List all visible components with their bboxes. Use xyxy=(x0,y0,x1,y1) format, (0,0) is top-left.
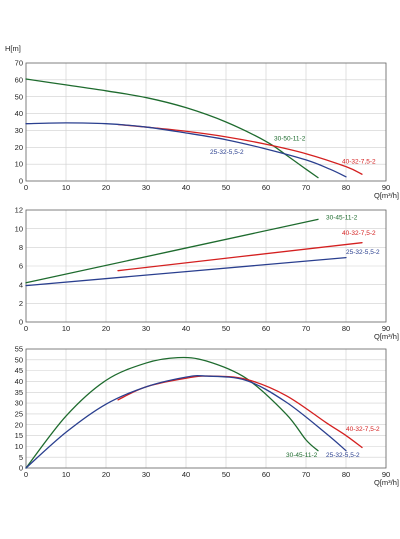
x-tick-label: 70 xyxy=(302,324,310,333)
y-tick-label: 40 xyxy=(15,377,23,386)
y-tick-label: 6 xyxy=(19,262,23,271)
y-tick-label: 0 xyxy=(19,177,23,186)
x-tick-label: 80 xyxy=(342,183,350,192)
x-tick-label: 60 xyxy=(262,470,270,479)
x-tick-label: 0 xyxy=(24,324,28,333)
chart-panel-2: 0 10 20 30 40 50 60 70 80 90 0 2 4 6 8 10 12 Q[m³/h] 30-45… xyxy=(15,206,399,341)
series-line-25-32-5,5-2 xyxy=(25,375,347,469)
x-tick-label: 70 xyxy=(302,183,310,192)
series-line-25-32-5,5-2 xyxy=(25,256,347,287)
x-tick-label: 20 xyxy=(102,324,110,333)
y-tick-label: 5 xyxy=(19,453,23,462)
x-tick-label: 40 xyxy=(182,470,190,479)
y-tick-label: 0 xyxy=(19,318,23,327)
series-label: 30-45-11-2 xyxy=(326,214,358,221)
series-line-30-50-11-2 xyxy=(25,78,319,179)
series-label: 25-32-5,5-2 xyxy=(210,149,244,156)
x-tick-label: 90 xyxy=(382,324,390,333)
x-tick-label: 30 xyxy=(142,324,150,333)
y-tick-label: 20 xyxy=(15,420,23,429)
x-axis-title: Q[m³/h] xyxy=(374,332,399,341)
series-label: 25-32-5,5-2 xyxy=(346,249,380,256)
series-label: 25-32-5,5-2 xyxy=(326,452,360,459)
x-tick-label: 10 xyxy=(62,183,70,192)
chart-panel-3: 0 10 20 30 40 50 60 70 80 90051015202530354045505… xyxy=(15,345,399,487)
y-tick-label: 12 xyxy=(15,206,23,215)
x-tick-label: 90 xyxy=(382,183,390,192)
x-tick-label: 0 xyxy=(24,183,28,192)
y-tick-label: 70 xyxy=(15,59,23,68)
y-tick-label: 45 xyxy=(15,366,23,375)
x-tick-label: 30 xyxy=(142,183,150,192)
x-tick-label: 20 xyxy=(102,183,110,192)
chart-panel-1: 0 10 20 30 40 50 60 70 80 90 0 10 20 30 40 50 60 70 H[m] Q[… xyxy=(5,44,399,200)
x-tick-label: 60 xyxy=(262,324,270,333)
x-tick-label: 90 xyxy=(382,470,390,479)
x-axis-title: Q[m³/h] xyxy=(374,191,399,200)
y-tick-label: 30 xyxy=(15,126,23,135)
x-tick-label: 50 xyxy=(222,183,230,192)
y-tick-label: 15 xyxy=(15,431,23,440)
y-tick-label: 35 xyxy=(15,388,23,397)
y-tick-label: 50 xyxy=(15,355,23,364)
x-tick-label: 80 xyxy=(342,324,350,333)
y-tick-label: 10 xyxy=(15,224,23,233)
x-tick-label: 10 xyxy=(62,324,70,333)
y-tick-label: 30 xyxy=(15,399,23,408)
y-tick-label: 60 xyxy=(15,75,23,84)
y-tick-label: 8 xyxy=(19,243,23,252)
series-line-25-32-5,5-2 xyxy=(25,122,347,178)
x-tick-label: 30 xyxy=(142,470,150,479)
y-tick-label: 0 xyxy=(19,464,23,473)
x-tick-label: 40 xyxy=(182,183,190,192)
y-tick-label: 4 xyxy=(19,280,23,289)
y-tick-label: 25 xyxy=(15,410,23,419)
plot-frame xyxy=(25,209,387,323)
y-tick-label: 50 xyxy=(15,92,23,101)
y-tick-label: 55 xyxy=(15,345,23,354)
y-tick-label: 10 xyxy=(15,442,23,451)
x-tick-label: 10 xyxy=(62,470,70,479)
x-tick-label: 40 xyxy=(182,324,190,333)
x-tick-label: 0 xyxy=(24,470,28,479)
series-line-30-45-11-2 xyxy=(25,218,319,284)
series-label: 40-32-7,5-2 xyxy=(342,158,376,165)
x-tick-label: 50 xyxy=(222,470,230,479)
plot-frame xyxy=(25,62,387,182)
x-tick-label: 50 xyxy=(222,324,230,333)
series-label: 30-50-11-2 xyxy=(274,136,306,143)
y-tick-label: 40 xyxy=(15,109,23,118)
plot-frame xyxy=(25,348,387,469)
x-axis-title: Q[m³/h] xyxy=(374,478,399,487)
x-tick-label: 60 xyxy=(262,183,270,192)
x-tick-label: 80 xyxy=(342,470,350,479)
y-tick-label: 10 xyxy=(15,160,23,169)
series-label: 40-32-7,5-2 xyxy=(346,426,380,433)
y-tick-label: 20 xyxy=(15,143,23,152)
y-tick-label: 2 xyxy=(19,299,23,308)
series-label: 40-32-7,5-2 xyxy=(342,230,376,237)
series-line-40-32-7,5-2 xyxy=(117,375,363,449)
y-axis-title: H[m] xyxy=(5,44,21,53)
series-label: 30-45-11-2 xyxy=(286,452,318,459)
x-tick-label: 20 xyxy=(102,470,110,479)
x-tick-label: 70 xyxy=(302,470,310,479)
series-line-30-45-11-2 xyxy=(25,356,319,469)
series-line-40-32-7,5-2 xyxy=(117,242,363,272)
